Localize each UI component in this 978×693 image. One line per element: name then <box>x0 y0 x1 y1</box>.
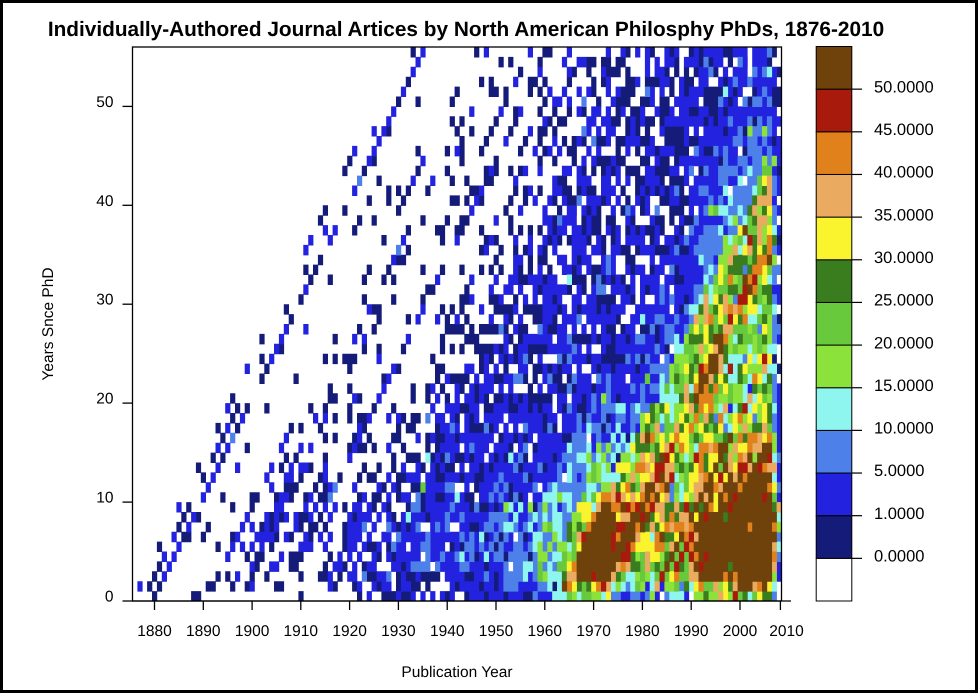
svg-text:0.0000: 0.0000 <box>874 548 924 566</box>
svg-text:1910: 1910 <box>284 623 319 640</box>
svg-text:25.0000: 25.0000 <box>874 292 934 310</box>
svg-text:Years Snce PhD: Years Snce PhD <box>40 267 57 380</box>
svg-text:1950: 1950 <box>479 623 514 640</box>
svg-text:1.0000: 1.0000 <box>874 505 924 523</box>
svg-text:30: 30 <box>96 292 114 309</box>
svg-text:5.0000: 5.0000 <box>874 462 924 480</box>
svg-text:1940: 1940 <box>430 623 465 640</box>
svg-text:1900: 1900 <box>235 623 270 640</box>
svg-text:1880: 1880 <box>137 623 172 640</box>
svg-text:1990: 1990 <box>674 623 709 640</box>
svg-text:45.0000: 45.0000 <box>874 121 934 139</box>
svg-text:35.0000: 35.0000 <box>874 206 934 224</box>
svg-text:10.0000: 10.0000 <box>874 420 934 438</box>
svg-text:1980: 1980 <box>625 623 660 640</box>
svg-text:2000: 2000 <box>723 623 758 640</box>
svg-text:1890: 1890 <box>186 623 221 640</box>
svg-text:40: 40 <box>96 193 114 210</box>
svg-text:Individually-Authored Journal: Individually-Authored Journal Artices by… <box>48 18 884 41</box>
svg-text:10: 10 <box>96 490 114 507</box>
svg-text:1920: 1920 <box>332 623 367 640</box>
svg-text:30.0000: 30.0000 <box>874 249 934 267</box>
svg-text:20: 20 <box>96 391 114 408</box>
svg-text:50.0000: 50.0000 <box>874 78 934 96</box>
svg-text:Publication Year: Publication Year <box>401 664 512 681</box>
svg-text:20.0000: 20.0000 <box>874 334 934 352</box>
svg-text:0: 0 <box>105 589 114 606</box>
svg-text:1970: 1970 <box>576 623 611 640</box>
svg-text:2010: 2010 <box>769 623 804 640</box>
svg-text:50: 50 <box>96 94 114 111</box>
svg-text:40.0000: 40.0000 <box>874 164 934 182</box>
svg-text:15.0000: 15.0000 <box>874 377 934 395</box>
svg-text:1960: 1960 <box>528 623 563 640</box>
svg-text:1930: 1930 <box>381 623 416 640</box>
